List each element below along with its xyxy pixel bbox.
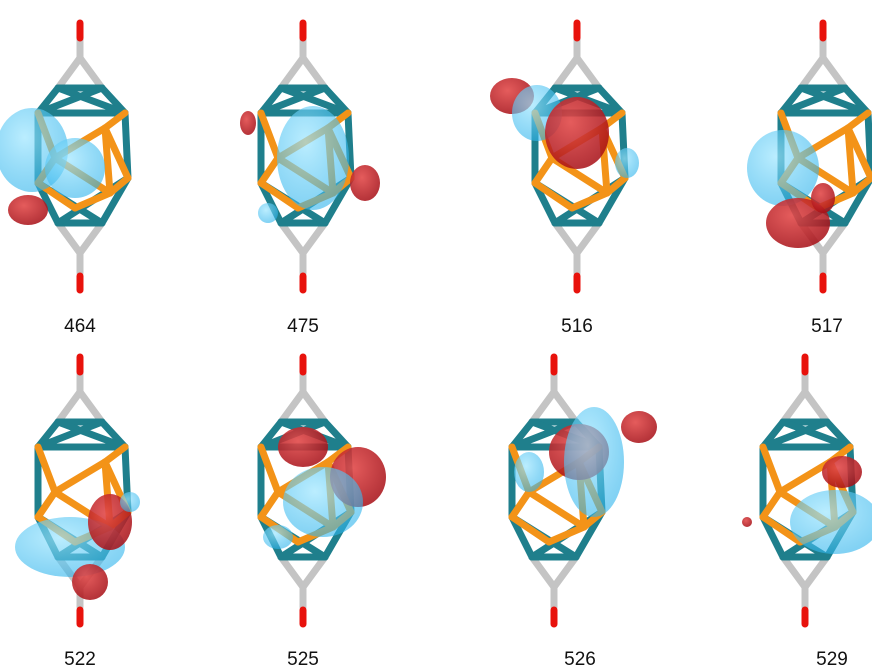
molecule (747, 23, 871, 290)
bond (805, 392, 827, 422)
bond (577, 58, 599, 88)
negative-lobe (8, 195, 48, 225)
bond (80, 392, 102, 422)
panel-label: 516 (561, 316, 593, 337)
bond (58, 58, 80, 88)
negative-lobe (621, 411, 657, 443)
bond (801, 58, 823, 88)
bond (532, 392, 554, 422)
cage-bond (55, 462, 105, 492)
positive-lobe (258, 203, 278, 223)
panel-label: 526 (564, 649, 596, 669)
negative-lobe (72, 564, 108, 600)
positive-lobe (514, 452, 544, 492)
positive-lobe (277, 106, 349, 210)
figure: 464 475 516 517 522 525 526 529 (0, 0, 872, 669)
bond (303, 392, 325, 422)
positive-lobe (263, 525, 293, 549)
positive-lobe (45, 138, 105, 198)
bond (805, 557, 827, 587)
panel-label: 517 (811, 316, 843, 337)
bond (58, 223, 80, 253)
bond (577, 223, 599, 253)
positive-lobe (120, 492, 140, 512)
panel-label: 529 (816, 649, 848, 669)
bond (281, 223, 303, 253)
molecule (261, 357, 386, 624)
negative-lobe (811, 183, 835, 213)
molecule (490, 23, 639, 290)
bond (80, 223, 102, 253)
molecule (0, 23, 128, 290)
positive-lobe (564, 407, 624, 517)
bond (823, 58, 845, 88)
negative-lobe (278, 427, 328, 467)
bond (303, 223, 325, 253)
bond (554, 392, 576, 422)
positive-lobe (615, 148, 639, 178)
bond (80, 58, 102, 88)
bond (554, 557, 576, 587)
negative-lobe (240, 111, 256, 135)
cage-bond (549, 527, 584, 542)
negative-lobe (545, 97, 609, 169)
bond (281, 392, 303, 422)
bond (555, 58, 577, 88)
bond (555, 223, 577, 253)
molecule (742, 357, 872, 624)
bond (783, 557, 805, 587)
molecule (15, 357, 140, 624)
panel-label: 464 (64, 316, 96, 337)
cage-bond (780, 462, 830, 492)
bond (303, 557, 325, 587)
bond (783, 392, 805, 422)
panel-label: 522 (64, 649, 96, 669)
molecule (512, 357, 657, 624)
bond (281, 58, 303, 88)
bond (58, 392, 80, 422)
bond (303, 58, 325, 88)
molecule (240, 23, 380, 290)
cage-bond (572, 193, 607, 208)
negative-lobe (350, 165, 380, 201)
bond (532, 557, 554, 587)
negative-lobe (822, 456, 862, 488)
panel-label: 475 (287, 316, 319, 337)
positive-lobe (283, 467, 363, 537)
negative-lobe (742, 517, 752, 527)
panel-label: 525 (287, 649, 319, 669)
page: 464475516517522525526529 (() => { const … (0, 0, 872, 669)
positive-lobe (747, 130, 819, 206)
bond (281, 557, 303, 587)
